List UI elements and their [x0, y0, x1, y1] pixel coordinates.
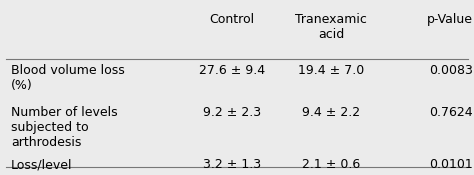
Text: 3.2 ± 1.3: 3.2 ± 1.3: [203, 158, 261, 171]
Text: 19.4 ± 7.0: 19.4 ± 7.0: [298, 64, 365, 77]
Text: 9.4 ± 2.2: 9.4 ± 2.2: [302, 106, 360, 119]
Text: 0.0101: 0.0101: [429, 158, 473, 171]
Text: Loss/level: Loss/level: [11, 158, 73, 171]
Text: Control: Control: [210, 13, 255, 26]
Text: 0.7624: 0.7624: [429, 106, 473, 119]
Text: 27.6 ± 9.4: 27.6 ± 9.4: [199, 64, 265, 77]
Text: 0.0083: 0.0083: [429, 64, 473, 77]
Text: p-Value: p-Value: [427, 13, 473, 26]
Text: Number of levels
subjected to
arthrodesis: Number of levels subjected to arthrodesi…: [11, 106, 118, 149]
Text: 9.2 ± 2.3: 9.2 ± 2.3: [203, 106, 261, 119]
Text: Blood volume loss
(%): Blood volume loss (%): [11, 64, 125, 92]
Text: 2.1 ± 0.6: 2.1 ± 0.6: [302, 158, 360, 171]
Text: Tranexamic
acid: Tranexamic acid: [295, 13, 367, 41]
